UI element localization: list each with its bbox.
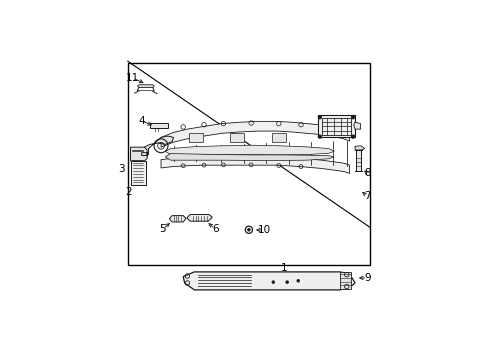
Text: 3: 3 (119, 164, 125, 174)
Text: 8: 8 (364, 168, 371, 179)
Polygon shape (161, 157, 349, 174)
Circle shape (272, 281, 275, 284)
Circle shape (351, 116, 355, 119)
Bar (230, 133, 244, 141)
Text: 5: 5 (160, 224, 166, 234)
Bar (322, 118, 351, 135)
Polygon shape (165, 145, 334, 155)
Text: 11: 11 (126, 73, 139, 83)
Text: 10: 10 (258, 225, 271, 235)
Polygon shape (170, 216, 186, 222)
Polygon shape (161, 121, 349, 147)
Text: 7: 7 (364, 191, 371, 201)
Polygon shape (355, 146, 365, 150)
Bar (318, 115, 355, 138)
Circle shape (247, 228, 250, 231)
Polygon shape (165, 153, 334, 161)
Circle shape (297, 279, 300, 282)
Polygon shape (130, 147, 147, 161)
Bar (128, 63, 370, 265)
Text: 9: 9 (364, 273, 371, 283)
Bar (150, 123, 168, 128)
Circle shape (286, 281, 289, 284)
Text: 6: 6 (212, 224, 219, 234)
Polygon shape (187, 215, 212, 221)
Bar (340, 273, 351, 289)
Bar (356, 150, 362, 171)
Polygon shape (354, 122, 361, 129)
Bar (130, 161, 146, 185)
Text: 2: 2 (125, 186, 132, 197)
Bar (272, 133, 286, 141)
Circle shape (318, 116, 321, 119)
Polygon shape (183, 272, 355, 290)
Circle shape (318, 135, 321, 138)
Polygon shape (140, 136, 173, 159)
Polygon shape (138, 85, 154, 87)
Text: 4: 4 (138, 116, 145, 126)
Circle shape (351, 135, 355, 138)
Bar (189, 133, 203, 141)
Text: 1: 1 (281, 263, 288, 273)
